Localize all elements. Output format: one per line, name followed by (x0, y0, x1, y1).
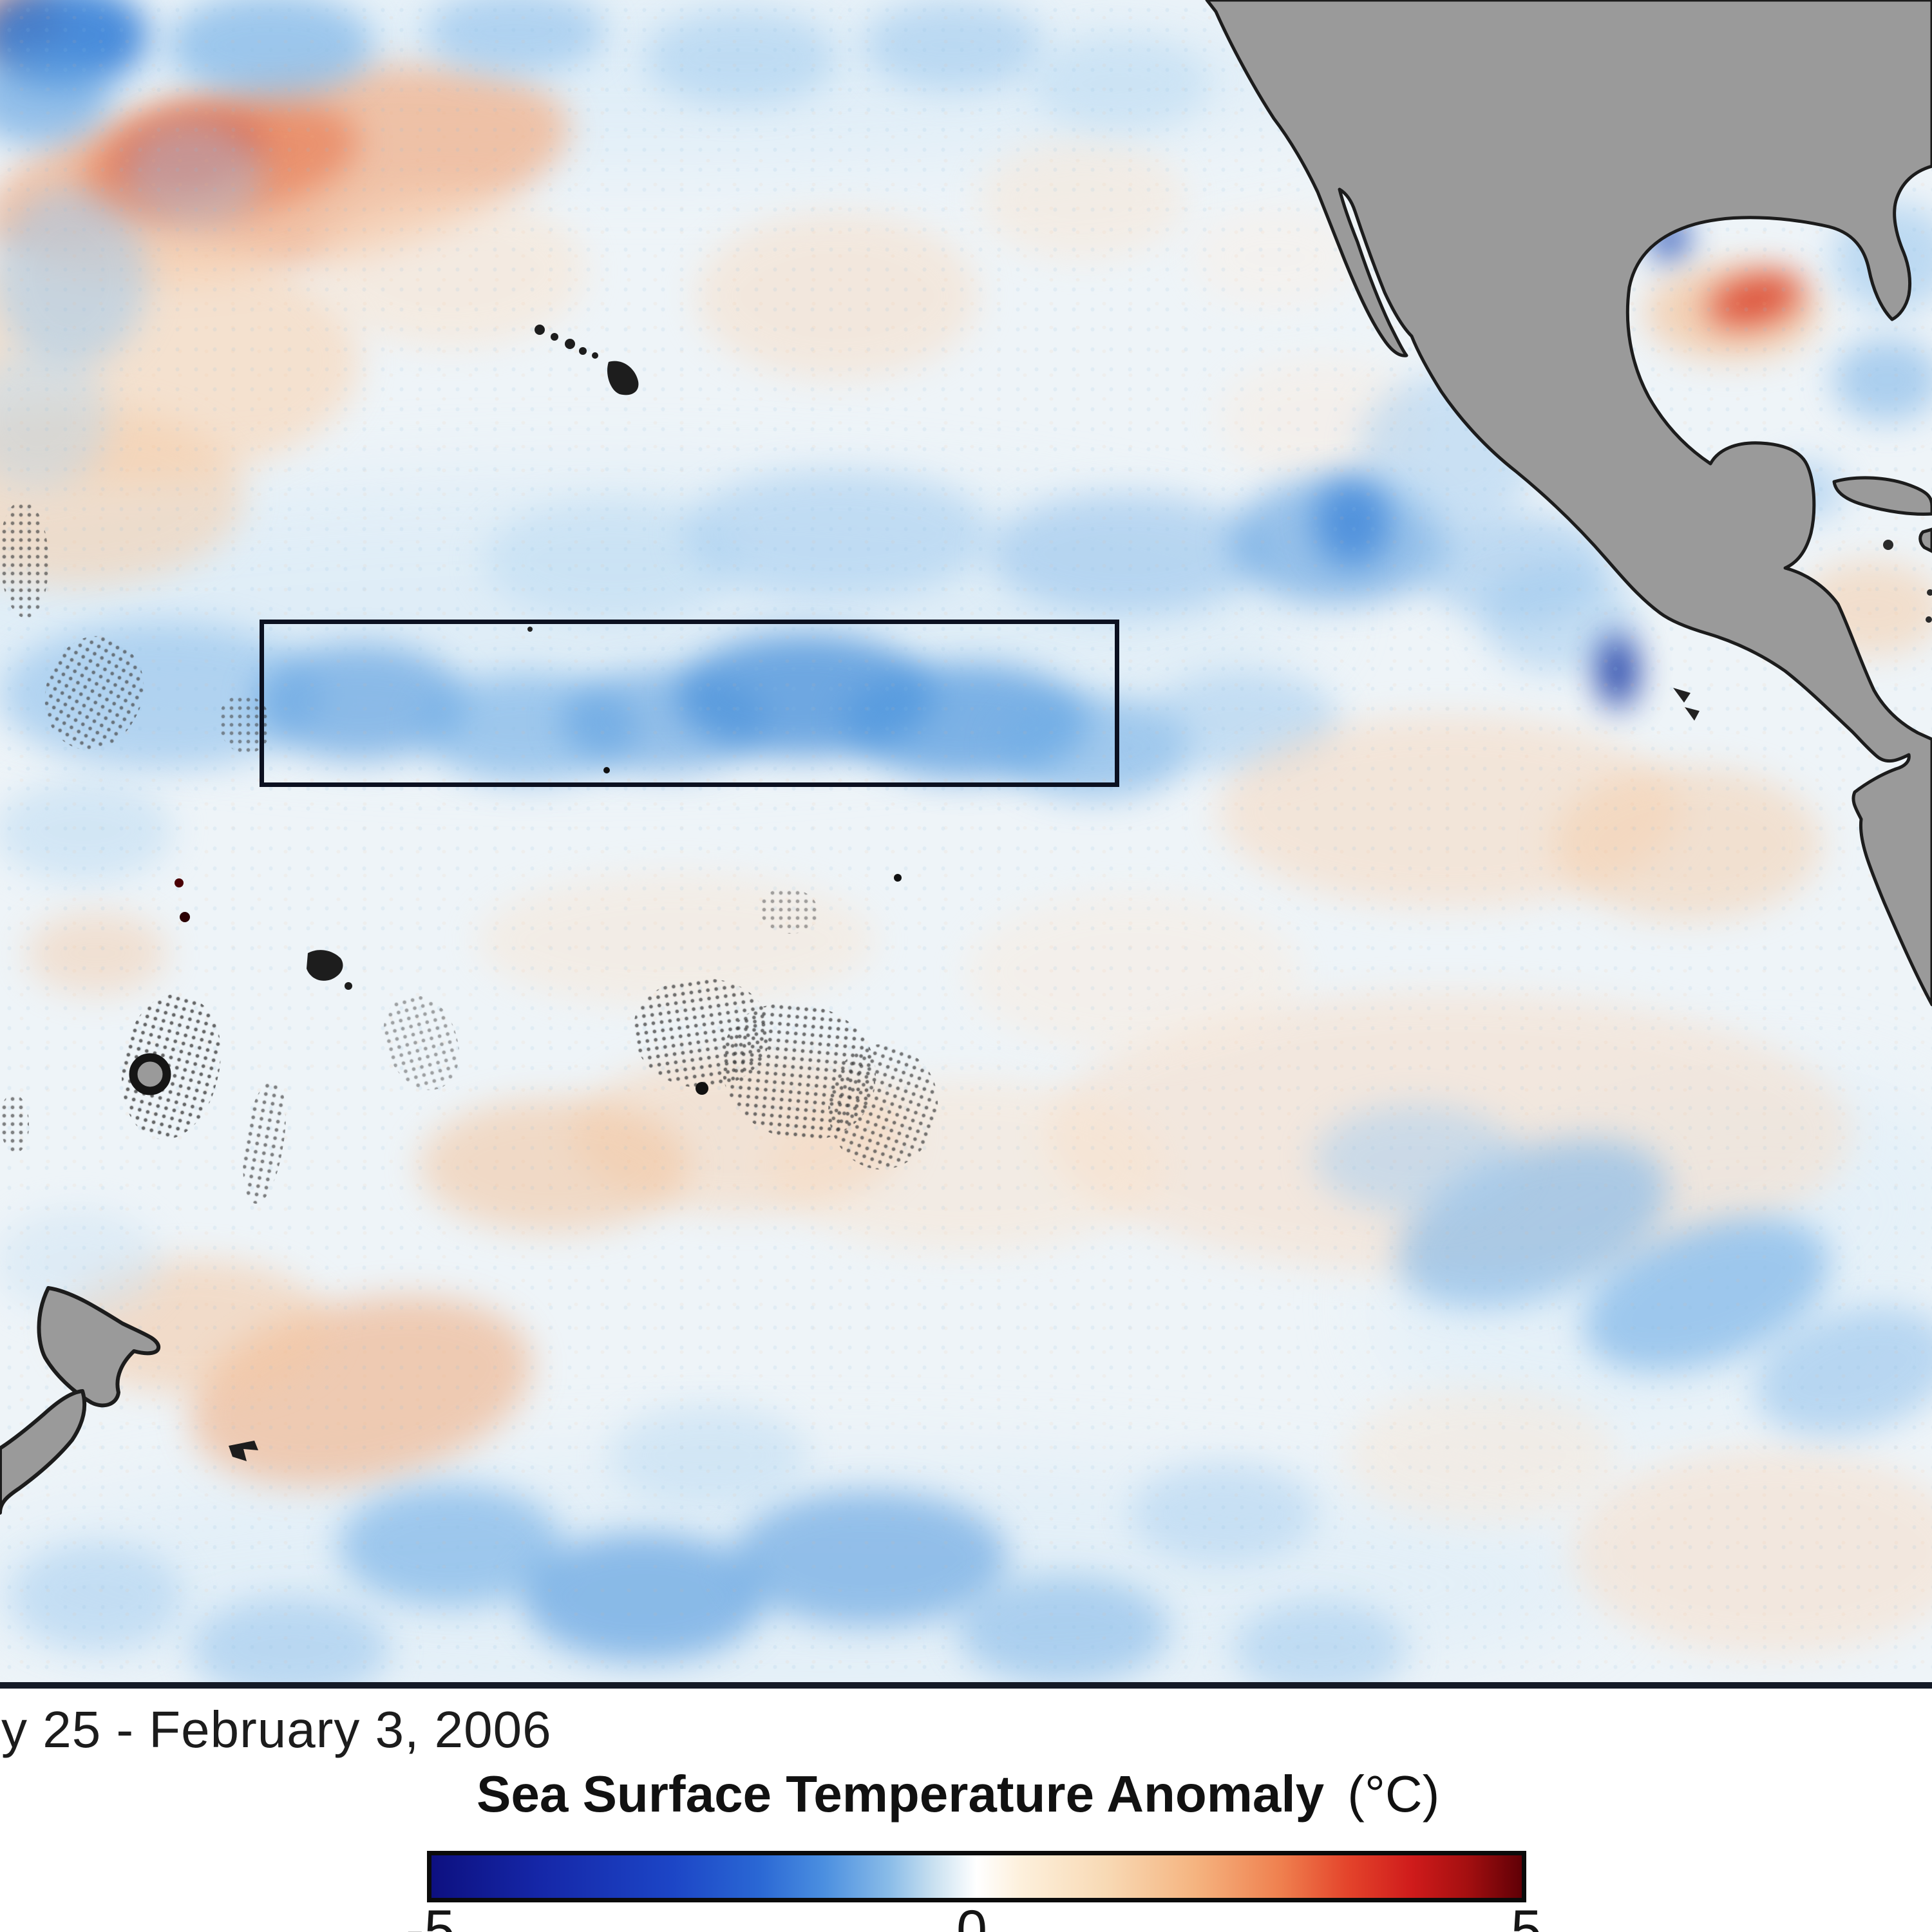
nino-region-outline (260, 620, 1119, 787)
missing-data-speckle (0, 1095, 29, 1153)
sst-anomaly-blob (609, 1404, 808, 1507)
sst-anomaly-blob (1552, 766, 1823, 921)
sst-anomaly-blob (1598, 634, 1638, 708)
hawaiian-islands (535, 325, 639, 395)
kiribati-islet (180, 912, 190, 922)
sst-anomaly-blob (1571, 1449, 1932, 1655)
sst-anomaly-blob (26, 911, 167, 995)
sst-anomaly-map (0, 0, 1932, 1689)
missing-data-speckle (0, 502, 48, 618)
colorbar-tick-zero: 0 (956, 1899, 987, 1932)
sst-anomaly-blob (0, 348, 109, 489)
equatorial-islet (603, 767, 610, 773)
colorbar (427, 1851, 1526, 1902)
sst-anomaly-blob (0, 48, 109, 145)
new-zealand-south-island (0, 1389, 87, 1515)
colorbar-tick-max: 5 (1511, 1899, 1542, 1932)
colorbar-gradient (431, 1855, 1522, 1898)
legend-unit-label: (°C) (1347, 1765, 1440, 1823)
antilles-islet (1927, 589, 1932, 596)
hispaniola-island (1918, 527, 1932, 553)
sst-anomaly-blob (425, 0, 605, 74)
map-bottom-border (0, 1682, 1932, 1689)
fiji-islet (345, 982, 352, 990)
sst-anomaly-blob (190, 1597, 390, 1689)
polynesia-islet (894, 874, 902, 882)
sst-anomaly-blob (1314, 1104, 1520, 1214)
landmass-layer (0, 0, 1932, 1515)
sst-anomaly-blob (0, 187, 148, 367)
sst-anomaly-blob (122, 119, 264, 229)
colorbar-tick-min: -5 (406, 1899, 455, 1932)
sst-anomaly-blob (1832, 338, 1932, 422)
sst-anomaly-blob (1030, 35, 1211, 132)
legend-title-text: Sea Surface Temperature Anomaly (477, 1765, 1325, 1823)
sst-anomaly-blob (989, 493, 1265, 615)
americas-landmass (1205, 0, 1932, 1007)
sst-anomaly-blob (10, 1542, 184, 1652)
kiribati-islet (175, 878, 184, 887)
sst-anomaly-blob (956, 1575, 1169, 1684)
caption-area: y 25 - February 3, 2006 Sea Surface Temp… (0, 1689, 1932, 1932)
sst-anomaly-blob (0, 779, 174, 882)
sst-anomaly-blob (419, 1098, 689, 1233)
sst-anomaly-blob (696, 213, 979, 380)
sst-anomaly-blob (731, 1491, 1008, 1626)
sst-anomaly-blob (683, 470, 992, 599)
sst-anomaly-blob (316, 193, 586, 348)
date-label: y 25 - February 3, 2006 (1, 1701, 552, 1758)
sst-anomaly-blob (522, 1533, 766, 1662)
new-zealand-north-island (37, 1286, 161, 1408)
sst-anomaly-blob (167, 0, 374, 97)
sst-anomaly-blob (1314, 477, 1391, 567)
sst-anomaly-blob (863, 0, 1043, 90)
sst-anomaly-blob (644, 10, 837, 106)
missing-data-speckle (760, 889, 818, 934)
legend-title: Sea Surface Temperature Anomaly (°C) (477, 1765, 1439, 1824)
sst-anomaly-blob (1346, 1388, 1616, 1523)
sst-anomaly-blob (1130, 1462, 1317, 1565)
jamaica-island (1883, 540, 1893, 550)
chatham-island (229, 1441, 258, 1461)
antilles-islet (1926, 616, 1932, 623)
fiji-islands (307, 950, 343, 981)
equatorial-islet (527, 627, 533, 632)
sst-anomaly-blob (966, 892, 1301, 1053)
new-caledonia (129, 1053, 171, 1095)
sst-anomaly-blob (1233, 1600, 1407, 1689)
cuba-island (1832, 476, 1932, 516)
galapagos-islands (1673, 688, 1700, 721)
polynesia-islet (696, 1082, 708, 1095)
sst-anomaly-blob (979, 138, 1185, 261)
